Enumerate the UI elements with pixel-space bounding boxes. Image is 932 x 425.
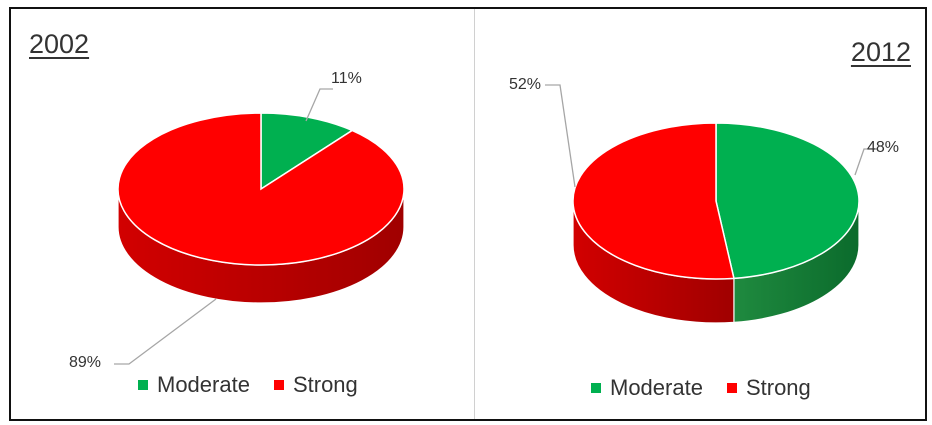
leader-line-moderate: [305, 88, 333, 122]
pie-slice-strong: [117, 112, 405, 266]
legend-swatch-strong: [726, 383, 737, 393]
legend-entry-moderate: Moderate: [591, 375, 703, 401]
legend-entry-strong: Strong: [726, 375, 811, 401]
data-label-moderate: 11%: [331, 70, 362, 87]
pie-slice-strong: [572, 122, 735, 280]
legend-2012: Moderate Strong: [591, 375, 835, 401]
chart-title-2012: 2012: [850, 37, 911, 67]
chart-panel-2002: 11% 89% 2002 Moderate Strong: [11, 9, 474, 419]
pie-chart-2012: 48% 52%: [509, 76, 899, 324]
leader-line-strong: [114, 298, 217, 365]
pie-chart-2002: 11% 89%: [69, 70, 405, 371]
legend-label-moderate: Moderate: [157, 372, 250, 397]
legend-2002: Moderate Strong: [138, 372, 382, 398]
legend-label-strong: Strong: [292, 372, 358, 397]
panel-divider: [474, 9, 475, 419]
leader-line-moderate: [854, 148, 877, 176]
legend-entry-strong: Strong: [273, 372, 358, 398]
data-label-strong: 52%: [509, 76, 541, 93]
leader-line-strong: [545, 84, 576, 188]
legend-swatch-strong: [273, 380, 284, 390]
data-label-strong: 89%: [69, 354, 101, 371]
legend-swatch-moderate: [138, 380, 148, 390]
chart-panel-2012: 48% 52% 2012 Moderate Strong: [475, 9, 927, 419]
chart-title-2002: 2002: [29, 29, 90, 59]
pie-slice-moderate: [260, 112, 354, 191]
chart-frame: 11% 89% 2002 Moderate Strong 48% 52% 2012 …: [9, 7, 927, 421]
legend-label-strong: Strong: [745, 375, 811, 400]
legend-label-moderate: Moderate: [610, 375, 703, 400]
data-label-moderate: 48%: [867, 139, 899, 156]
legend-entry-moderate: Moderate: [138, 372, 250, 398]
pie-slice-moderate: [715, 122, 860, 280]
legend-swatch-moderate: [591, 383, 601, 393]
